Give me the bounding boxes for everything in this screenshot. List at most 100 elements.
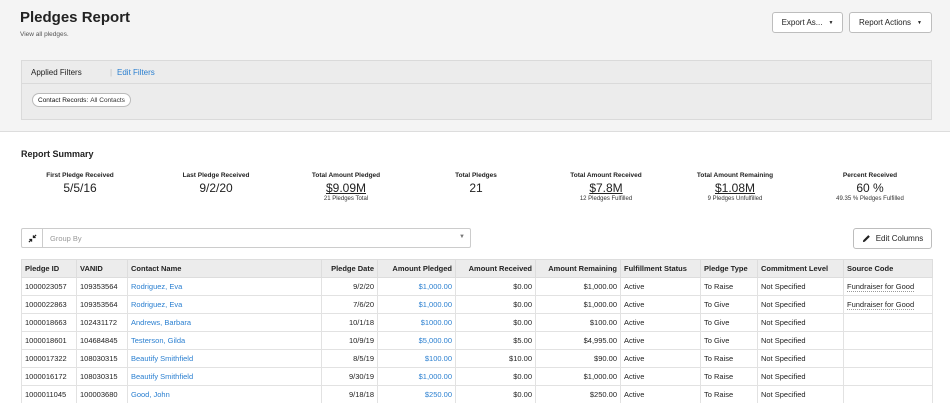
amount-remaining-cell-text: $1,000.00 (583, 372, 617, 381)
amount-received-cell: $0.00 (455, 313, 536, 332)
pledge-date-cell: 7/6/20 (321, 295, 378, 314)
filters-section: Applied Filters | Edit Filters Contact R… (0, 48, 950, 132)
edit-filters-link[interactable]: Edit Filters (117, 68, 155, 77)
pledge-id-cell: 1000017322 (21, 349, 77, 368)
column-header[interactable]: Source Code (843, 259, 933, 278)
metric-value[interactable]: $1.08M (714, 181, 756, 195)
amount-received-cell: $0.00 (455, 277, 536, 296)
contact-name-link[interactable]: Beautify Smithfield (131, 372, 194, 381)
amount-remaining-cell-text: $90.00 (594, 354, 617, 363)
amount-remaining-cell: $90.00 (535, 349, 621, 368)
column-header[interactable]: Commitment Level (757, 259, 844, 278)
amount-remaining-cell-text: $1,000.00 (583, 300, 617, 309)
report-actions-button[interactable]: Report Actions ▼ (849, 12, 932, 33)
table-header-row: Pledge ID VANID Contact Name Pledge Date… (21, 259, 933, 278)
metric-value[interactable]: $9.09M (325, 181, 367, 195)
contact-name-link: Andrews, Barbara (127, 313, 322, 332)
column-header[interactable]: Amount Pledged (377, 259, 456, 278)
metric-value[interactable]: $7.8M (589, 181, 623, 195)
fulfillment-status-cell: Active (620, 313, 701, 332)
amount-pledged-link[interactable]: $1,000.00 (418, 282, 452, 291)
contact-name-link[interactable]: Rodriguez, Eva (131, 282, 183, 291)
contact-name-link[interactable]: Andrews, Barbara (131, 318, 192, 327)
commitment-level-cell: Not Specified (757, 295, 844, 314)
source-code-cell-text[interactable]: Fundraiser for Good (847, 300, 915, 310)
amount-pledged-link[interactable]: $5,000.00 (418, 336, 452, 345)
amount-received-cell-text: $0.00 (513, 300, 532, 309)
caret-down-icon: ▼ (828, 19, 834, 26)
metric-label: Total Amount Pledged (311, 172, 381, 179)
metric-percent-received: Percent Received 60 % 49.35 % Pledges Fu… (810, 172, 930, 202)
metric-value: 9/2/20 (199, 181, 233, 195)
amount-pledged-link: $5,000.00 (377, 331, 456, 350)
metric-value: 21 (469, 181, 483, 195)
commitment-level-cell: Not Specified (757, 331, 844, 350)
contact-name-link[interactable]: Beautify Smithfield (131, 354, 194, 363)
pledge-date-cell: 9/30/19 (321, 367, 378, 386)
source-code-cell (843, 385, 933, 403)
column-header[interactable]: VANID (76, 259, 128, 278)
pledge-id-cell-text: 1000023057 (25, 282, 67, 291)
commitment-level-cell-text: Not Specified (761, 318, 806, 327)
contact-name-link[interactable]: Good, John (131, 390, 170, 399)
column-header[interactable]: Pledge Type (700, 259, 758, 278)
export-as-button[interactable]: Export As... ▼ (772, 12, 843, 33)
amount-pledged-link[interactable]: $100.00 (424, 354, 452, 363)
source-code-cell-text[interactable]: Fundraiser for Good (847, 282, 915, 292)
filters-separator: | (110, 68, 113, 77)
group-by-select[interactable]: Group By ▼ (21, 228, 471, 248)
amount-pledged-link[interactable]: $250.00 (424, 390, 452, 399)
edit-columns-label: Edit Columns (875, 234, 924, 243)
commitment-level-cell-text: Not Specified (761, 300, 806, 309)
pledge-type-cell: To Give (700, 331, 758, 350)
pledge-date-cell-text: 8/5/19 (353, 354, 374, 363)
fulfillment-status-cell-text: Active (624, 390, 645, 399)
contact-name-link[interactable]: Testerson, Gilda (131, 336, 186, 345)
metric-label: Total Pledges (455, 172, 497, 179)
pledge-date-cell-text: 9/18/18 (348, 390, 374, 399)
page-subtitle: View all pledges. (20, 31, 69, 38)
edit-columns-button[interactable]: Edit Columns (853, 228, 932, 249)
column-header[interactable]: Amount Received (455, 259, 536, 278)
amount-pledged-link[interactable]: $1000.00 (420, 318, 452, 327)
metric-label: Total Amount Remaining (696, 172, 774, 179)
commitment-level-cell-text: Not Specified (761, 354, 806, 363)
contact-name-link: Rodriguez, Eva (127, 277, 322, 296)
amount-received-cell-text: $0.00 (513, 318, 532, 327)
amount-received-cell: $10.00 (455, 349, 536, 368)
pledge-date-cell: 9/2/20 (321, 277, 378, 296)
pledge-id-cell-text: 1000016172 (25, 372, 67, 381)
amount-pledged-link[interactable]: $1,000.00 (418, 372, 452, 381)
metric-total-pledges: Total Pledges 21 (416, 172, 536, 195)
amount-remaining-cell: $1,000.00 (535, 277, 621, 296)
column-header[interactable]: Contact Name (127, 259, 322, 278)
pledge-id-cell-text: 1000017322 (25, 354, 67, 363)
amount-pledged-link[interactable]: $1,000.00 (418, 300, 452, 309)
column-header[interactable]: Fulfillment Status (620, 259, 701, 278)
collapse-expand-icon[interactable] (22, 229, 43, 247)
metric-value: 60 % (856, 181, 884, 195)
amount-pledged-link: $100.00 (377, 349, 456, 368)
pledge-id-cell-text: 1000011045 (25, 390, 67, 399)
metric-total-pledged: Total Amount Pledged $9.09M 21 Pledges T… (286, 172, 406, 202)
column-header[interactable]: Amount Remaining (535, 259, 621, 278)
filter-chip-contact-records[interactable]: Contact Records: All Contacts (32, 93, 131, 107)
contact-name-link: Beautify Smithfield (127, 349, 322, 368)
vanid-cell: 108030315 (76, 349, 128, 368)
vanid-cell-text: 104684845 (80, 336, 118, 345)
amount-remaining-cell: $1,000.00 (535, 295, 621, 314)
amount-remaining-cell: $100.00 (535, 313, 621, 332)
column-header[interactable]: Pledge Date (321, 259, 378, 278)
pledge-date-cell: 10/9/19 (321, 331, 378, 350)
pledge-type-cell-text: To Raise (704, 354, 734, 363)
table-row: 1000018663 102431172 Andrews, Barbara 10/1/… (21, 313, 933, 332)
metric-value: 5/5/16 (63, 181, 97, 195)
table-row: 1000023057 109353564 Rodriguez, Eva 9/2/20 $… (21, 277, 933, 296)
contact-name-link[interactable]: Rodriguez, Eva (131, 300, 183, 309)
column-header[interactable]: Pledge ID (21, 259, 77, 278)
table-row: 1000011045 100003680 Good, John 9/18/18 $250… (21, 385, 933, 403)
fulfillment-status-cell: Active (620, 277, 701, 296)
filter-chip-value: All Contacts (90, 96, 125, 104)
fulfillment-status-cell-text: Active (624, 282, 645, 291)
pledge-id-cell: 1000018601 (21, 331, 77, 350)
